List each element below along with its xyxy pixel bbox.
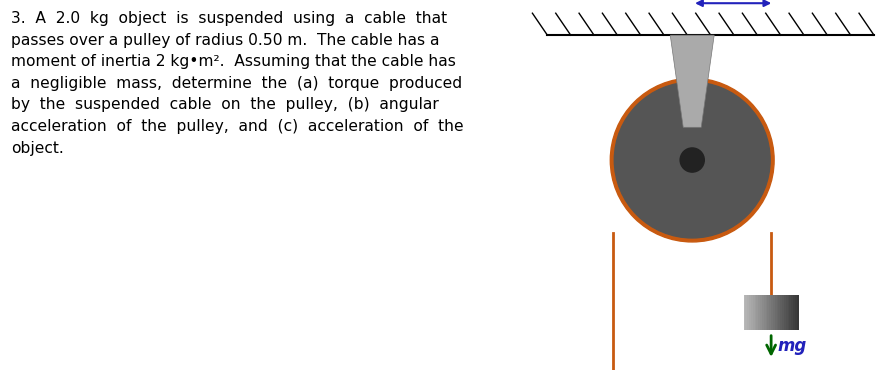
Bar — [743, 295, 745, 330]
Bar — [768, 295, 771, 330]
Bar — [754, 295, 756, 330]
Bar — [748, 295, 751, 330]
Bar — [763, 295, 766, 330]
Text: mg: mg — [776, 337, 805, 355]
Bar — [785, 295, 788, 330]
Bar — [787, 295, 789, 330]
Circle shape — [680, 148, 703, 172]
Bar — [746, 295, 749, 330]
Bar — [756, 295, 758, 330]
Polygon shape — [669, 35, 713, 127]
Bar — [758, 295, 759, 330]
Bar — [776, 295, 778, 330]
Bar — [765, 295, 767, 330]
Text: 3.  A  2.0  kg  object  is  suspended  using  a  cable  that
passes over a pulle: 3. A 2.0 kg object is suspended using a … — [11, 11, 463, 156]
Circle shape — [680, 149, 702, 171]
Bar — [792, 295, 795, 330]
Bar — [774, 295, 776, 330]
Bar — [759, 295, 761, 330]
Bar — [790, 295, 793, 330]
Bar — [752, 295, 754, 330]
Bar — [761, 295, 764, 330]
Bar — [783, 295, 786, 330]
Bar — [794, 295, 796, 330]
Bar — [781, 295, 783, 330]
Bar — [745, 295, 747, 330]
Bar — [770, 295, 773, 330]
Bar — [795, 295, 798, 330]
Bar — [766, 295, 769, 330]
Bar — [778, 295, 780, 330]
Bar — [772, 295, 774, 330]
Bar — [750, 295, 752, 330]
Circle shape — [614, 82, 769, 238]
Bar — [788, 295, 791, 330]
Bar — [780, 295, 781, 330]
Circle shape — [609, 78, 774, 242]
